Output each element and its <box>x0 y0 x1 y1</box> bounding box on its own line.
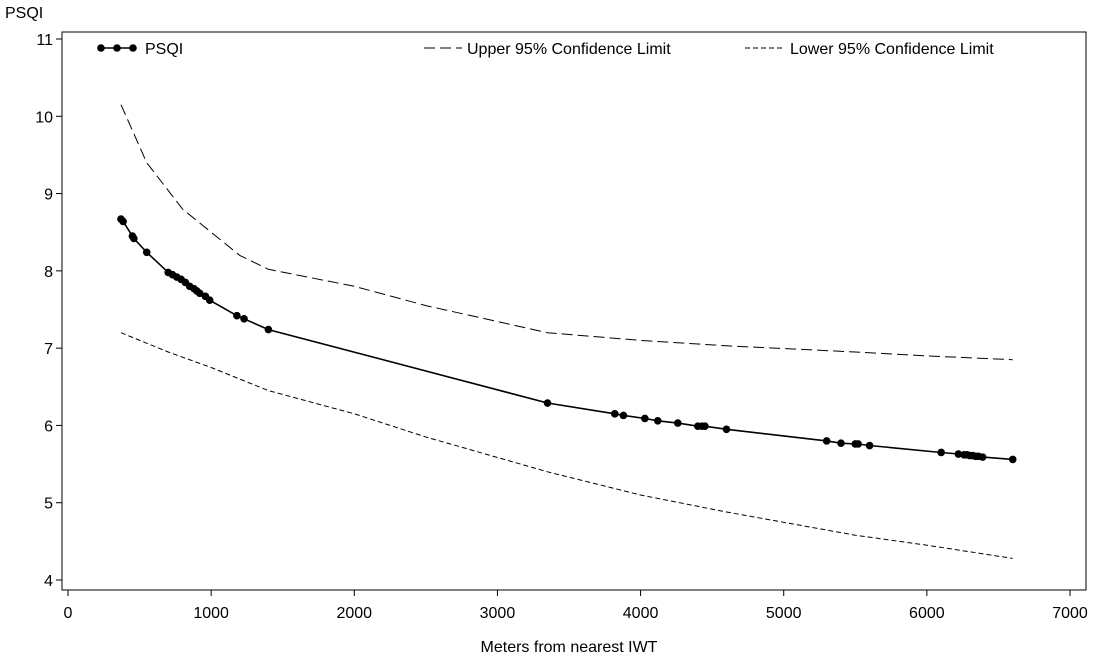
legend: PSQI Upper 95% Confidence Limit Lower 95% … <box>97 41 994 58</box>
series-layer <box>117 104 1017 559</box>
data-point <box>142 248 151 257</box>
data-point <box>264 325 273 334</box>
series-line-psqi <box>120 218 1013 461</box>
y-tick-label: 9 <box>44 187 53 204</box>
data-point <box>701 422 709 431</box>
x-tick-label: 4000 <box>623 605 659 622</box>
legend-label-psqi: PSQI <box>145 41 183 58</box>
legend-label-upper-95-confidence-limit: Upper 95% Confidence Limit <box>467 41 671 58</box>
data-point <box>722 425 731 434</box>
data-point <box>978 453 987 461</box>
data-point <box>937 448 945 457</box>
data-point <box>619 411 628 420</box>
data-point <box>954 450 963 458</box>
y-axis: 4 5 6 7 8 9 10 11 <box>35 32 62 590</box>
data-point <box>611 410 619 418</box>
series-line-upper-95-confidence-limit <box>120 104 1013 361</box>
plot-frame <box>61 31 1087 591</box>
y-axis-title: PSQI <box>5 5 43 22</box>
x-axis-title: Meters from nearest IWT <box>481 639 658 656</box>
y-tick-label: 10 <box>35 109 53 126</box>
y-tick-label: 11 <box>36 32 53 49</box>
x-tick-label: 6000 <box>909 605 945 622</box>
legend-marker <box>97 44 105 52</box>
y-tick-label: 8 <box>44 264 53 281</box>
data-point <box>837 439 845 448</box>
x-tick-label: 1000 <box>193 605 229 622</box>
series-line-lower-95-confidence-limit <box>120 332 1013 559</box>
legend-label-lower-95-confidence-limit: Lower 95% Confidence Limit <box>790 41 994 58</box>
x-tick-label: 3000 <box>480 605 516 622</box>
y-tick-label: 5 <box>44 496 53 513</box>
y-tick-label: 6 <box>44 418 53 435</box>
data-point <box>119 217 127 226</box>
data-point <box>673 419 682 427</box>
data-point <box>1008 455 1017 464</box>
y-tick-label: 7 <box>44 341 53 358</box>
data-point <box>240 314 248 323</box>
data-point <box>641 414 649 423</box>
data-point <box>653 416 662 425</box>
x-tick-label: 5000 <box>766 605 802 622</box>
data-point <box>233 311 241 320</box>
data-point <box>822 437 831 445</box>
data-point <box>854 440 862 448</box>
data-point <box>865 441 874 450</box>
data-point <box>130 234 138 243</box>
data-point <box>205 296 214 305</box>
legend-marker <box>129 44 137 52</box>
y-tick-label: 4 <box>44 573 53 590</box>
x-tick-label: 7000 <box>1052 605 1088 622</box>
legend-marker <box>113 44 121 52</box>
x-tick-label: 0 <box>64 605 73 622</box>
x-tick-label: 2000 <box>336 605 372 622</box>
data-point <box>543 399 552 407</box>
x-axis: 0 1000 2000 3000 4000 5000 6000 7000 <box>64 590 1088 622</box>
data-point <box>195 289 204 298</box>
